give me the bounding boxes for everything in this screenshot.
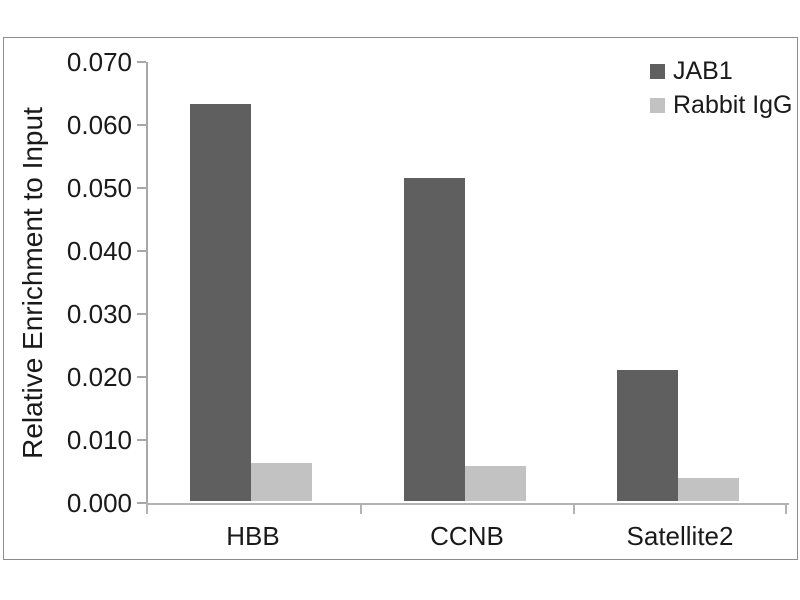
y-tick-mark [137,502,146,504]
legend-swatch-icon [650,63,665,79]
x-tick-mark [785,505,787,514]
y-tick-mark [137,313,146,315]
y-tick-label: 0.010 [66,425,132,455]
legend-swatch-icon [650,97,665,113]
y-tick-label: 0.040 [66,236,132,266]
y-axis-line [146,62,148,505]
x-category-label-ccnb: CCNB [430,521,504,551]
y-tick-mark [137,376,146,378]
y-tick-mark [137,124,146,126]
y-tick-mark [137,61,146,63]
x-tick-mark [573,505,575,514]
x-category-label-hbb: HBB [226,521,280,551]
x-tick-mark [360,505,362,514]
y-tick-label: 0.030 [66,299,132,329]
legend-label: JAB1 [673,56,733,85]
y-tick-mark [137,250,146,252]
x-axis-line [146,503,789,505]
y-tick-label: 0.070 [66,47,132,77]
y-tick-label: 0.000 [66,488,132,518]
chart-frame: Relative Enrichment to Input 0.000 0.010 0… [3,37,798,560]
bar-rabbit-igg-hbb [251,463,312,501]
legend-row: JAB1 [650,56,793,85]
y-tick-mark [137,187,146,189]
x-tick-mark [146,505,148,514]
y-tick-label: 0.060 [66,110,132,140]
legend: JAB1 Rabbit IgG [650,56,793,126]
bar-jab1-hbb [190,104,251,501]
legend-label: Rabbit IgG [673,90,793,119]
bar-jab1-ccnb [404,178,465,501]
x-category-label-satellite2: Satellite2 [626,521,734,551]
legend-row: Rabbit IgG [650,90,793,119]
plot-area: 0.000 0.010 0.020 0.030 0.040 0.050 0.060 0.070… [67,48,789,551]
bar-jab1-satellite2 [617,370,678,501]
bar-rabbit-igg-ccnb [465,466,526,501]
y-tick-mark [137,439,146,441]
y-tick-label: 0.050 [66,173,132,203]
y-tick-label: 0.020 [66,362,132,392]
bar-rabbit-igg-satellite2 [678,478,739,501]
